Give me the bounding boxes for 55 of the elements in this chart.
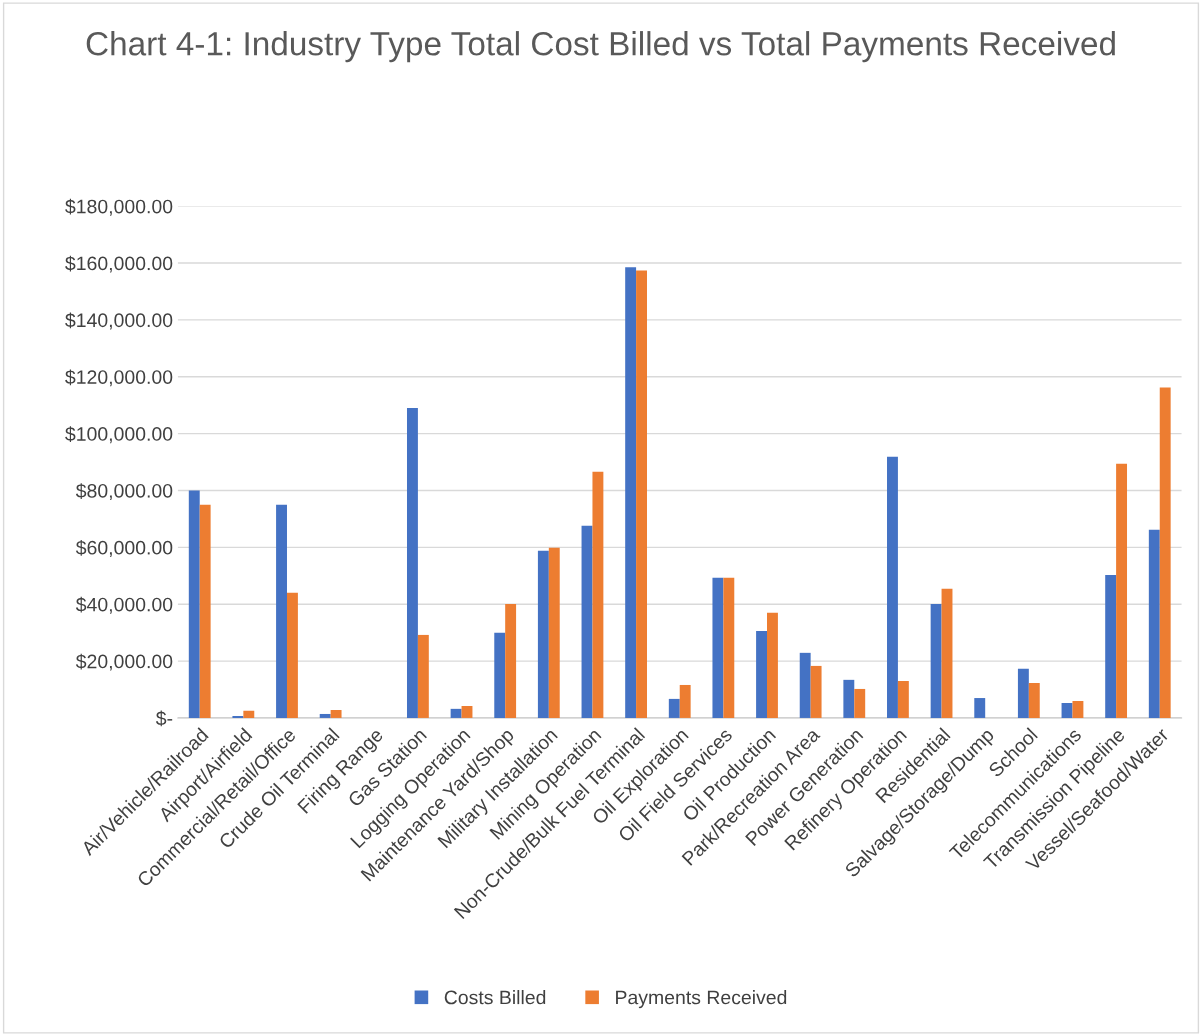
y-tick-label: $- bbox=[155, 710, 173, 727]
bar bbox=[319, 713, 331, 718]
bar bbox=[1072, 700, 1084, 718]
y-tick-label: $140,000.00 bbox=[65, 312, 173, 330]
y-tick-label: $120,000.00 bbox=[65, 369, 173, 387]
y-tick-label: $160,000.00 bbox=[65, 255, 173, 273]
bar bbox=[406, 408, 418, 718]
y-tick-label: $60,000.00 bbox=[75, 540, 173, 557]
bar bbox=[843, 679, 855, 718]
bar bbox=[199, 504, 211, 718]
bar bbox=[330, 709, 342, 718]
bar bbox=[537, 550, 549, 718]
bar bbox=[494, 632, 506, 718]
bar bbox=[636, 270, 647, 718]
y-tick-label: $40,000.00 bbox=[75, 596, 173, 614]
bar bbox=[548, 547, 560, 718]
bar bbox=[941, 588, 953, 718]
bar bbox=[897, 680, 909, 718]
bar bbox=[1028, 682, 1040, 718]
bar bbox=[592, 471, 604, 718]
chart-title: Chart 4-1: Industry Type Total Cost Billed vs Total Payments Received bbox=[86, 31, 1115, 63]
bar bbox=[1061, 702, 1073, 718]
bar bbox=[1148, 529, 1160, 718]
bar bbox=[723, 577, 735, 718]
bar bbox=[974, 698, 986, 718]
bar bbox=[1105, 574, 1117, 718]
bar bbox=[461, 706, 473, 718]
bar bbox=[668, 698, 680, 718]
bar bbox=[276, 504, 287, 718]
bar bbox=[188, 490, 200, 718]
y-tick-label: $80,000.00 bbox=[75, 483, 173, 501]
bar bbox=[1017, 668, 1029, 718]
bar bbox=[887, 456, 898, 718]
bar bbox=[712, 577, 724, 718]
bar bbox=[767, 612, 778, 718]
y-tick-label: $180,000.00 bbox=[65, 198, 173, 216]
legend-label: Costs Billed bbox=[444, 990, 546, 1005]
bar bbox=[450, 708, 462, 718]
y-tick-label: $20,000.00 bbox=[75, 653, 173, 671]
bar bbox=[625, 267, 637, 718]
bar bbox=[286, 592, 298, 718]
bar bbox=[679, 684, 691, 718]
bar bbox=[581, 525, 593, 718]
bar bbox=[243, 710, 255, 718]
bar bbox=[930, 603, 942, 718]
bar bbox=[799, 652, 811, 718]
bar bbox=[1159, 387, 1171, 718]
bar bbox=[505, 603, 517, 718]
legend-label: Payments Received bbox=[616, 990, 787, 1009]
bar bbox=[1116, 463, 1128, 718]
y-tick-label: $100,000.00 bbox=[65, 426, 173, 444]
bar bbox=[417, 634, 429, 718]
bar bbox=[810, 665, 822, 718]
bar bbox=[756, 630, 768, 718]
bar bbox=[854, 688, 866, 718]
